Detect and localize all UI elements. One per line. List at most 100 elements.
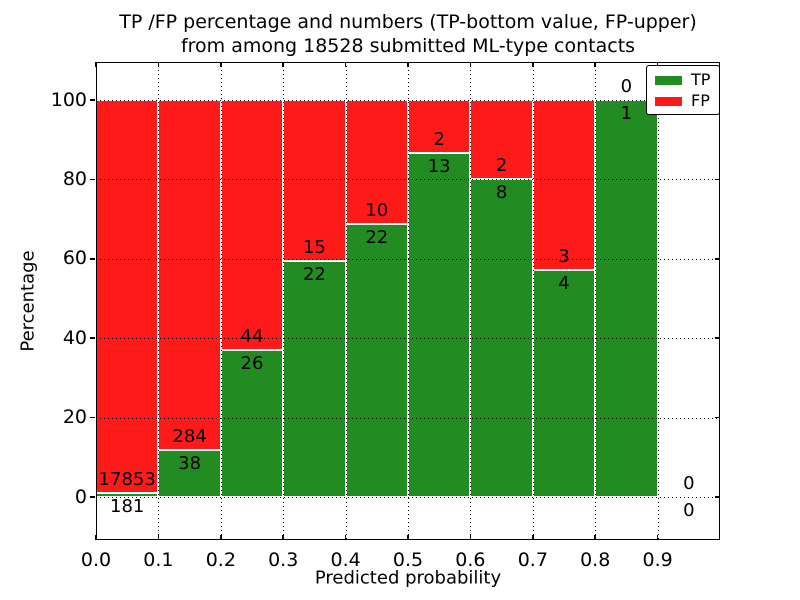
x-gridline [470,62,472,540]
x-tick [344,62,347,67]
x-gridline [532,62,534,540]
y-tick [715,178,720,181]
x-gridline [345,62,347,540]
y-tick [90,496,95,498]
bar-segment-fp [532,100,596,271]
y-tick-label: 80 [62,167,87,190]
bar-segment-tp [283,260,346,497]
legend-item-tp: TP [655,72,710,88]
bar-segment-tp [220,349,284,497]
x-tick-label: 0.3 [268,549,299,571]
tp-count-label: 38 [178,453,202,475]
tp-count-label: 1 [620,103,633,124]
x-tick [220,62,222,67]
x-gridline [220,62,222,540]
x-tick-label: 0.4 [330,549,361,571]
fp-count-label: 15 [302,236,326,258]
y-tick-label: 40 [62,326,87,349]
bar-segment-fp [96,100,159,493]
tp-count-label: 22 [365,227,389,249]
chart-title: TP /FP percentage and numbers (TP-bottom… [96,10,720,58]
x-tick [469,62,472,67]
fp-count-label: 3 [558,246,570,268]
x-gridline [408,62,409,540]
x-tick [656,62,659,67]
fp-count-label: 2 [433,128,445,150]
y-tick-label: 60 [62,247,87,270]
x-tick [157,535,160,540]
bar-segment-fp [158,100,221,451]
legend-label-fp: FP [691,91,710,110]
x-tick-label: 0.7 [517,549,548,571]
y-tick [90,99,95,101]
x-tick [95,62,97,67]
x-tick [469,535,472,540]
y-tick-label: 20 [62,406,87,429]
tp-count-label: 26 [240,352,264,374]
fp-count-label: 10 [365,200,389,222]
y-tick [90,258,95,260]
tp-count-label: 4 [558,273,570,295]
fp-count-label: 284 [172,426,207,448]
legend-label-tp: TP [691,70,711,89]
fp-count-label: 2 [495,155,508,177]
tp-swatch-icon [655,75,682,85]
x-tick-label: 0.8 [580,549,611,571]
tp-count-label: 0 [683,500,695,521]
y-tick [715,496,720,498]
y-tick [715,258,720,260]
x-tick [220,535,222,540]
chart-title-line1: TP /FP percentage and numbers (TP-bottom… [119,11,697,33]
x-tick [95,535,97,540]
x-tick-label: 0.5 [392,549,424,571]
fp-count-label: 0 [683,473,695,494]
x-gridline [283,62,285,540]
x-tick [344,535,347,540]
x-gridline [158,62,160,540]
y-tick [90,178,95,181]
bar-segment-tp [595,100,658,497]
fp-swatch-icon [655,96,682,106]
tp-count-label: 13 [427,155,451,177]
x-tick-label: 0.9 [642,549,673,571]
bar-segment-fp [220,100,284,350]
x-tick [282,535,284,540]
y-tick-label: 100 [50,88,87,111]
fp-count-label: 0 [620,76,633,97]
x-axis-label: Predicted probability [314,567,502,589]
x-tick [282,62,284,67]
y-tick [715,337,720,339]
x-tick [407,62,409,67]
y-tick-label: 0 [74,485,87,508]
tp-count-label: 8 [495,182,508,204]
x-gridline [595,62,597,540]
x-tick-label: 0.0 [80,549,112,571]
fp-count-label: 44 [240,325,264,347]
y-tick [715,416,720,419]
x-gridline [657,62,659,540]
tp-count-label: 22 [302,263,326,285]
x-tick-label: 0.6 [455,549,486,571]
chart-title-line2: from among 18528 submitted ML-type conta… [180,35,636,57]
tp-count-label: 181 [110,496,145,517]
bar-segment-tp [158,450,221,497]
x-tick [594,535,596,540]
plot-area: TP FP 17853 181 284 38 44 26 15 22 10 22 2 13 2 8 3 4 0 1… [90,62,721,540]
bar-segment-tp [408,152,471,497]
x-tick [532,535,534,540]
bar-segment-tp [345,224,408,497]
fp-count-label: 17853 [98,469,156,490]
x-tick [532,62,534,67]
y-tick [90,416,95,419]
x-tick [157,62,160,67]
x-tick [407,535,409,540]
y-tick [90,337,95,339]
legend: TP FP [646,65,721,115]
legend-item-fp: FP [655,93,710,109]
x-tick [656,535,659,540]
bar-segment-tp [532,270,596,497]
x-tick [594,62,596,67]
x-tick-label: 0.1 [143,549,174,571]
x-tick-label: 0.2 [205,549,236,571]
